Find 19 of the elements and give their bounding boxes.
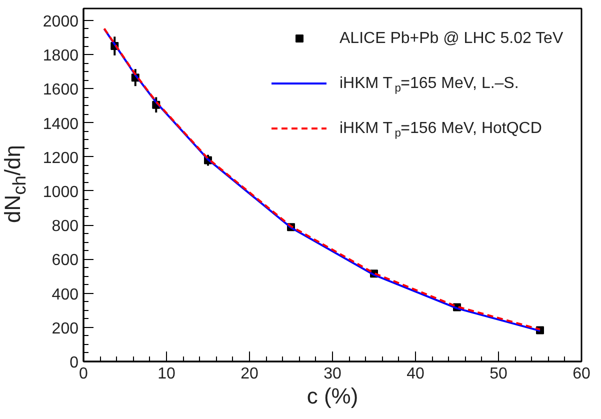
y-tick-label: 1400 — [42, 116, 79, 133]
y-tick-label: 0 — [70, 354, 79, 372]
x-tick-label: 50 — [490, 366, 508, 382]
y-tick-label: 1200 — [42, 150, 79, 167]
x-tick-label: 60 — [572, 366, 590, 382]
x-tick-label: 40 — [406, 366, 424, 382]
legend-label: ALICE Pb+Pb @ LHC 5.02 TeV — [340, 30, 564, 47]
y-tick-label: 2000 — [42, 13, 79, 30]
x-tick-label: 20 — [240, 366, 258, 382]
x-tick-label: 30 — [324, 366, 342, 382]
y-tick-label: 400 — [52, 286, 79, 304]
y-tick-label: 1800 — [42, 48, 79, 65]
y-tick-label: 200 — [52, 320, 79, 338]
y-tick-label: 1600 — [42, 82, 79, 99]
y-tick-label: 600 — [52, 252, 79, 270]
x-tick-label: 10 — [158, 366, 176, 382]
y-tick-label: 1000 — [42, 184, 79, 201]
y-tick-label: 800 — [52, 218, 79, 236]
x-axis-title: c (%) — [306, 384, 358, 408]
